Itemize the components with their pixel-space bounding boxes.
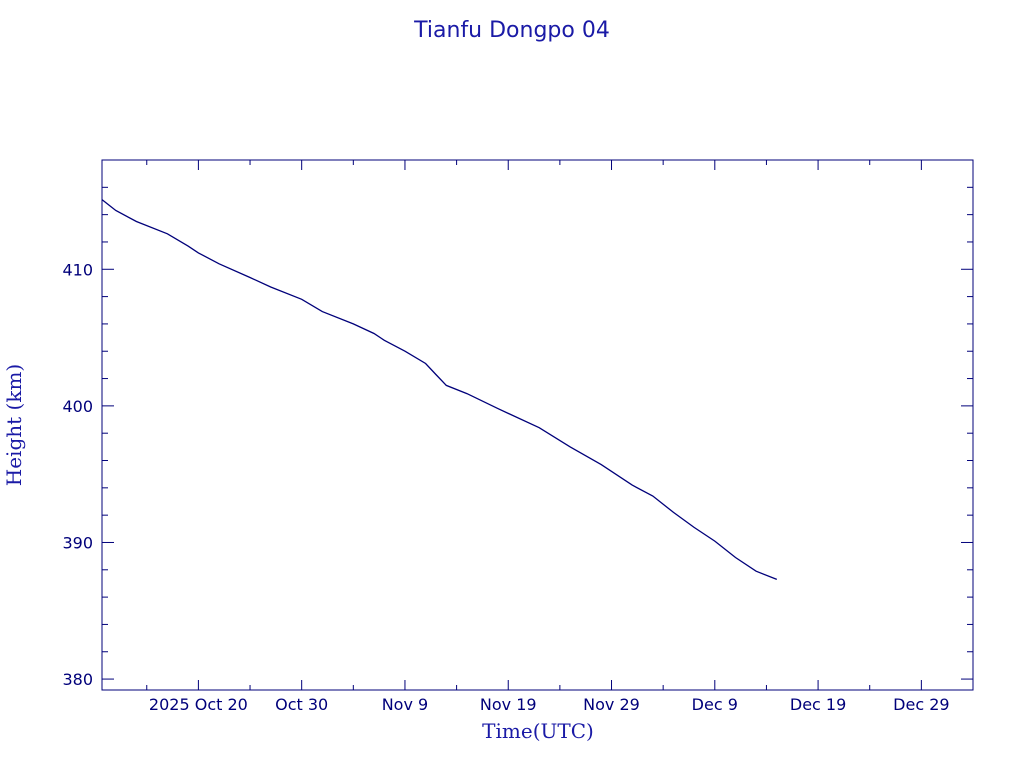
- x-tick-label: Oct 30: [275, 695, 328, 714]
- y-tick-label: 380: [62, 670, 93, 689]
- x-axis-label: Time(UTC): [482, 719, 594, 743]
- plot-frame: [101, 159, 974, 691]
- x-tick-label: Dec 19: [790, 695, 846, 714]
- chart-title: Tianfu Dongpo 04: [413, 18, 610, 43]
- axis-ticks: [102, 159, 973, 690]
- y-tick-label: 400: [62, 397, 93, 416]
- x-tick-label: Nov 19: [480, 695, 537, 714]
- x-tick-label: Nov 29: [583, 695, 640, 714]
- x-tick-label: Dec 29: [893, 695, 949, 714]
- x-tick-label: Nov 9: [382, 695, 429, 714]
- y-axis-label: Height (km): [2, 364, 26, 486]
- x-tick-label: 2025 Oct 20: [149, 695, 248, 714]
- y-tick-label: 410: [62, 260, 93, 279]
- series-line-height: [101, 199, 778, 581]
- tick-labels: 2025 Oct 20 Oct 30 Nov 9 Nov 19 Nov 29 Dec 9 D…: [62, 260, 949, 714]
- y-tick-label: 390: [62, 533, 93, 552]
- x-tick-label: Dec 9: [692, 695, 738, 714]
